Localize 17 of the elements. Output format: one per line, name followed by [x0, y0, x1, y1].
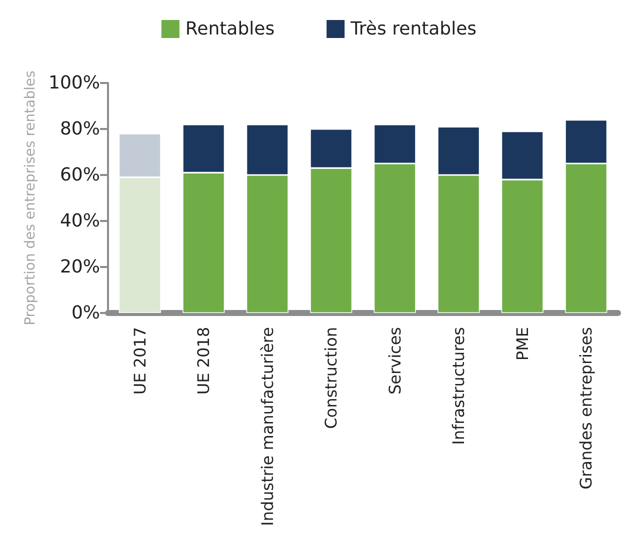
- x-tick-label: Grandes entreprises: [576, 327, 596, 490]
- x-tick-label: UE 2017: [130, 327, 150, 395]
- x-tick-label: Industrie manufacturière: [258, 327, 277, 526]
- x-tick-label: PME: [512, 327, 532, 361]
- y-tick-label: 100%: [48, 72, 100, 94]
- legend-label: Rentables: [185, 18, 275, 40]
- y-tick-label: 60%: [60, 164, 100, 186]
- x-tick-label: Construction: [322, 327, 341, 429]
- x-tick-label: Infrastructures: [449, 327, 468, 445]
- x-tick-label: UE 2018: [194, 327, 214, 395]
- y-tick-label: 20%: [60, 256, 100, 278]
- x-tick-label: Services: [385, 327, 404, 394]
- y-tick-label: 80%: [60, 118, 100, 140]
- y-tick-label: 40%: [60, 210, 100, 232]
- y-axis-title: Proportion des entreprises rentables: [22, 70, 39, 326]
- legend-label: Très rentables: [350, 18, 477, 40]
- y-tick-label: 0%: [71, 302, 100, 324]
